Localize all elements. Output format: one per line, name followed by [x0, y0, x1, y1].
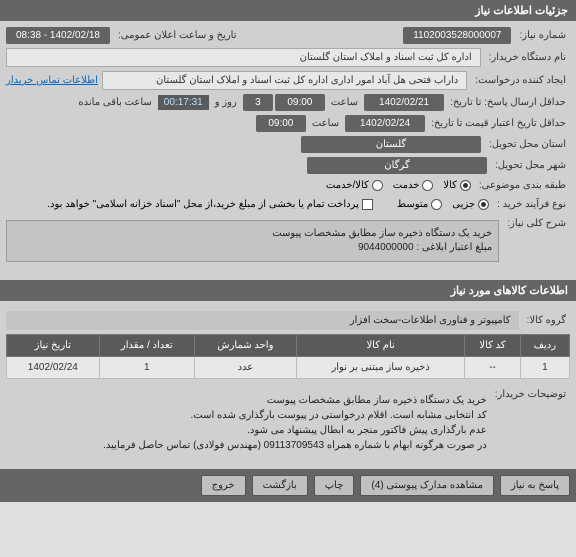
deadline-time-label: ساعت — [327, 95, 362, 110]
radio-small[interactable]: جزیی — [452, 199, 489, 210]
cell-qty: 1 — [99, 357, 194, 379]
cell-unit: عدد — [194, 357, 296, 379]
province-value: گلستان — [301, 136, 481, 153]
radio-goods-service[interactable]: کالا/خدمت — [326, 180, 383, 191]
city-value: گرگان — [307, 157, 487, 174]
buyer-device-value: اداره کل ثبت اسناد و املاک استان گلستان — [6, 48, 481, 67]
buyer-note-line4: در صورت هرگونه ابهام با شماره همراه 0911… — [6, 438, 487, 453]
radio-medium[interactable]: متوسط — [397, 199, 442, 210]
radio-service-icon — [422, 180, 433, 191]
exit-button[interactable]: خروج — [201, 475, 246, 496]
attachments-button[interactable]: مشاهده مدارک پیوستی (4) — [360, 475, 494, 496]
table-row[interactable]: 1 -- ذخیره ساز مبتنی بر نوار عدد 1 1402/… — [7, 357, 570, 379]
cell-code: -- — [465, 357, 520, 379]
validity-label: حداقل تاریخ اعتبار قیمت تا تاریخ: — [427, 116, 570, 131]
radio-goods-service-icon — [372, 180, 383, 191]
days-value: 3 — [243, 94, 273, 111]
checkbox-icon — [362, 199, 373, 210]
col-unit: واحد شمارش — [194, 335, 296, 357]
respond-button[interactable]: پاسخ به نیاز — [500, 475, 570, 496]
products-section-header: اطلاعات کالاهای مورد نیاز — [0, 280, 576, 301]
page-title: جزئیات اطلاعات نیاز — [475, 5, 568, 17]
buyer-note-line1: خرید یک دستگاه ذخیره ساز مطابق مشخصات پی… — [6, 393, 487, 408]
request-creator-value: داراب فتحی هل آباد امور اداری اداره کل ث… — [102, 71, 467, 90]
city-label: شهر محل تحویل: — [491, 158, 570, 173]
print-button[interactable]: چاپ — [314, 475, 355, 496]
need-desc-line2: مبلغ اعتبار ابلاغی : 9044000000 — [13, 241, 492, 255]
need-number-label: شماره نیاز: — [515, 28, 570, 43]
col-date: تاریخ نیاز — [7, 335, 100, 357]
radio-service[interactable]: خدمت — [393, 180, 434, 191]
cell-row: 1 — [520, 357, 569, 379]
buyer-contact-link[interactable]: اطلاعات تماس خریدار — [6, 75, 98, 86]
radio-goods-label: کالا — [443, 180, 457, 191]
payment-note: پرداخت تمام یا بخشی از مبلغ خرید،از محل … — [47, 199, 359, 210]
request-creator-label: ایجاد کننده درخواست: — [471, 73, 570, 88]
col-name: نام کالا — [296, 335, 464, 357]
radio-small-label: جزیی — [452, 199, 475, 210]
col-row: ردیف — [520, 335, 569, 357]
need-desc-label: شرح کلی نیاز: — [503, 216, 570, 231]
buyer-notes: خرید یک دستگاه ذخیره ساز مطابق مشخصات پی… — [6, 387, 487, 459]
cell-name: ذخیره ساز مبتنی بر نوار — [296, 357, 464, 379]
buyer-note-line2: کد انتخابی مشابه است. اقلام درخواستی در … — [6, 408, 487, 423]
need-number-value: 1102003528000007 — [403, 27, 511, 44]
products-table: ردیف کد کالا نام کالا واحد شمارش تعداد /… — [6, 334, 570, 379]
page-header: جزئیات اطلاعات نیاز — [0, 0, 576, 21]
radio-medium-label: متوسط — [397, 199, 428, 210]
col-code: کد کالا — [465, 335, 520, 357]
products-section-title: اطلاعات کالاهای مورد نیاز — [451, 285, 568, 297]
payment-checkbox[interactable]: پرداخت تمام یا بخشی از مبلغ خرید،از محل … — [47, 199, 373, 210]
province-label: استان محل تحویل: — [485, 137, 570, 152]
validity-date: 1402/02/24 — [345, 115, 425, 132]
product-group-label: گروه کالا: — [523, 313, 570, 328]
cell-date: 1402/02/24 — [7, 357, 100, 379]
announce-datetime-value: 1402/02/18 - 08:38 — [6, 27, 110, 44]
buyer-note-line3: عدم بارگذاری پیش فاکتور منجر به ابطال پی… — [6, 423, 487, 438]
purchase-type-label: نوع فرآیند خرید : — [493, 197, 570, 212]
deadline-date: 1402/02/21 — [364, 94, 444, 111]
back-button[interactable]: بازگشت — [252, 475, 308, 496]
announce-datetime-label: تاریخ و ساعت اعلان عمومی: — [114, 28, 241, 43]
category-label: طبقه بندی موضوعی: — [475, 178, 570, 193]
days-label: روز و — [211, 95, 241, 110]
validity-time-label: ساعت — [308, 116, 343, 131]
radio-goods-service-label: کالا/خدمت — [326, 180, 369, 191]
radio-medium-icon — [431, 199, 442, 210]
buyer-device-label: نام دستگاه خریدار: — [485, 50, 570, 65]
radio-goods[interactable]: کالا — [443, 180, 471, 191]
need-description: خرید یک دستگاه ذخیره ساز مطابق مشخصات پی… — [6, 220, 499, 262]
remaining-label: ساعت باقی مانده — [74, 95, 155, 110]
validity-time: 09:00 — [256, 115, 306, 132]
buyer-notes-label: توضیحات خریدار: — [491, 387, 570, 402]
product-group-value: کامپیوتر و فناوری اطلاعات-سخت افزار — [6, 311, 519, 330]
radio-goods-icon — [460, 180, 471, 191]
footer-toolbar: پاسخ به نیاز مشاهده مدارک پیوستی (4) چاپ… — [0, 469, 576, 502]
deadline-time: 09:00 — [275, 94, 325, 111]
deadline-label: حداقل ارسال پاسخ: تا تاریخ: — [446, 95, 570, 110]
col-qty: تعداد / مقدار — [99, 335, 194, 357]
radio-service-label: خدمت — [393, 180, 420, 191]
countdown-timer: 00:17:31 — [158, 95, 209, 110]
radio-small-icon — [478, 199, 489, 210]
need-desc-line1: خرید یک دستگاه ذخیره ساز مطابق مشخصات پی… — [13, 227, 492, 241]
